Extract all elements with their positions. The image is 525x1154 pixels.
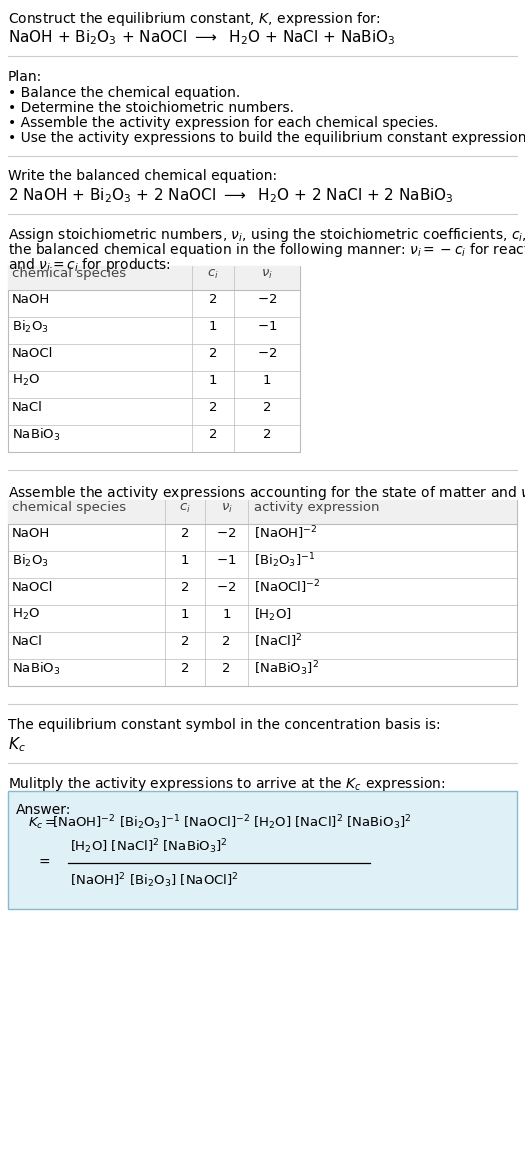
Text: • Assemble the activity expression for each chemical species.: • Assemble the activity expression for e… [8, 117, 438, 130]
Text: Answer:: Answer: [16, 803, 71, 817]
Text: [NaOH]$^2$ [Bi$_2$O$_3$] [NaOCl]$^2$: [NaOH]$^2$ [Bi$_2$O$_3$] [NaOCl]$^2$ [70, 871, 238, 891]
Text: [NaCl]$^2$: [NaCl]$^2$ [254, 632, 302, 650]
Text: 2: 2 [262, 428, 271, 441]
Text: activity expression: activity expression [254, 502, 380, 515]
Text: $c_i$: $c_i$ [207, 268, 219, 280]
Text: [Bi$_2$O$_3$]$^{-1}$: [Bi$_2$O$_3$]$^{-1}$ [254, 552, 315, 570]
Text: 2: 2 [209, 293, 217, 306]
Text: Construct the equilibrium constant, $K$, expression for:: Construct the equilibrium constant, $K$,… [8, 10, 381, 28]
Text: NaCl: NaCl [12, 635, 43, 649]
Text: 1: 1 [181, 554, 189, 567]
Bar [8, 790, 517, 909]
Text: 1: 1 [209, 374, 217, 387]
Text: Assemble the activity expressions accounting for the state of matter and $\nu_i$: Assemble the activity expressions accoun… [8, 484, 525, 502]
Text: NaOH: NaOH [12, 527, 50, 540]
Text: Write the balanced chemical equation:: Write the balanced chemical equation: [8, 168, 277, 183]
Text: H$_2$O: H$_2$O [12, 607, 40, 622]
Text: 2: 2 [209, 428, 217, 441]
Text: • Use the activity expressions to build the equilibrium constant expression.: • Use the activity expressions to build … [8, 132, 525, 145]
Text: chemical species: chemical species [12, 268, 126, 280]
Text: 1: 1 [262, 374, 271, 387]
Text: • Determine the stoichiometric numbers.: • Determine the stoichiometric numbers. [8, 102, 294, 115]
Text: $-2$: $-2$ [216, 580, 237, 594]
Bar [8, 500, 517, 685]
Text: NaOCl: NaOCl [12, 580, 54, 594]
Text: $K_c$: $K_c$ [8, 735, 26, 754]
Text: [NaOCl]$^{-2}$: [NaOCl]$^{-2}$ [254, 579, 321, 597]
Text: 2: 2 [181, 635, 189, 649]
Text: Mulitply the activity expressions to arrive at the $K_c$ expression:: Mulitply the activity expressions to arr… [8, 775, 445, 793]
Text: $\nu_i$: $\nu_i$ [220, 502, 233, 515]
Text: =: = [38, 856, 50, 870]
Bar [8, 500, 517, 524]
Text: 2: 2 [209, 347, 217, 360]
Text: NaOCl: NaOCl [12, 347, 54, 360]
Text: NaOH + Bi$_2$O$_3$ + NaOCl $\longrightarrow$  H$_2$O + NaCl + NaBiO$_3$: NaOH + Bi$_2$O$_3$ + NaOCl $\longrightar… [8, 28, 396, 46]
Text: The equilibrium constant symbol in the concentration basis is:: The equilibrium constant symbol in the c… [8, 718, 440, 732]
Text: Assign stoichiometric numbers, $\nu_i$, using the stoichiometric coefficients, $: Assign stoichiometric numbers, $\nu_i$, … [8, 226, 525, 243]
Text: chemical species: chemical species [12, 502, 126, 515]
Text: $-2$: $-2$ [216, 527, 237, 540]
Text: • Balance the chemical equation.: • Balance the chemical equation. [8, 87, 240, 100]
Text: $c_i$: $c_i$ [179, 502, 191, 515]
Text: [NaBiO$_3$]$^2$: [NaBiO$_3$]$^2$ [254, 659, 319, 677]
Bar [8, 267, 300, 290]
Text: 2: 2 [222, 662, 231, 675]
Text: [NaOH]$^{-2}$: [NaOH]$^{-2}$ [254, 525, 318, 542]
Text: NaCl: NaCl [12, 400, 43, 414]
Text: and $\nu_i = c_i$ for products:: and $\nu_i = c_i$ for products: [8, 256, 171, 273]
Text: $-1$: $-1$ [257, 320, 277, 334]
Text: NaBiO$_3$: NaBiO$_3$ [12, 660, 60, 676]
Text: 2: 2 [181, 527, 189, 540]
Text: [H$_2$O]: [H$_2$O] [254, 607, 292, 622]
Text: Bi$_2$O$_3$: Bi$_2$O$_3$ [12, 553, 49, 569]
Text: $\nu_i$: $\nu_i$ [261, 268, 273, 280]
Text: the balanced chemical equation in the following manner: $\nu_i = -c_i$ for react: the balanced chemical equation in the fo… [8, 241, 525, 258]
Text: [H$_2$O] [NaCl]$^2$ [NaBiO$_3$]$^2$: [H$_2$O] [NaCl]$^2$ [NaBiO$_3$]$^2$ [70, 838, 228, 856]
Text: 2 NaOH + Bi$_2$O$_3$ + 2 NaOCl $\longrightarrow$  H$_2$O + 2 NaCl + 2 NaBiO$_3$: 2 NaOH + Bi$_2$O$_3$ + 2 NaOCl $\longrig… [8, 186, 454, 204]
Text: $K_c = $: $K_c = $ [28, 816, 56, 831]
Text: 2: 2 [181, 662, 189, 675]
Text: $-1$: $-1$ [216, 554, 237, 567]
Text: Plan:: Plan: [8, 70, 42, 84]
Text: 2: 2 [262, 400, 271, 414]
Text: 1: 1 [222, 608, 231, 621]
Bar [8, 267, 300, 452]
Text: 2: 2 [209, 400, 217, 414]
Text: H$_2$O: H$_2$O [12, 373, 40, 388]
Text: [NaOH]$^{-2}$ [Bi$_2$O$_3$]$^{-1}$ [NaOCl]$^{-2}$ [H$_2$O] [NaCl]$^2$ [NaBiO$_3$: [NaOH]$^{-2}$ [Bi$_2$O$_3$]$^{-1}$ [NaOC… [52, 814, 412, 832]
Text: $-2$: $-2$ [257, 347, 277, 360]
Text: $-2$: $-2$ [257, 293, 277, 306]
Text: Bi$_2$O$_3$: Bi$_2$O$_3$ [12, 319, 49, 335]
Text: 1: 1 [181, 608, 189, 621]
Text: 2: 2 [222, 635, 231, 649]
Text: 1: 1 [209, 320, 217, 334]
Text: NaOH: NaOH [12, 293, 50, 306]
Text: NaBiO$_3$: NaBiO$_3$ [12, 427, 60, 442]
Text: 2: 2 [181, 580, 189, 594]
